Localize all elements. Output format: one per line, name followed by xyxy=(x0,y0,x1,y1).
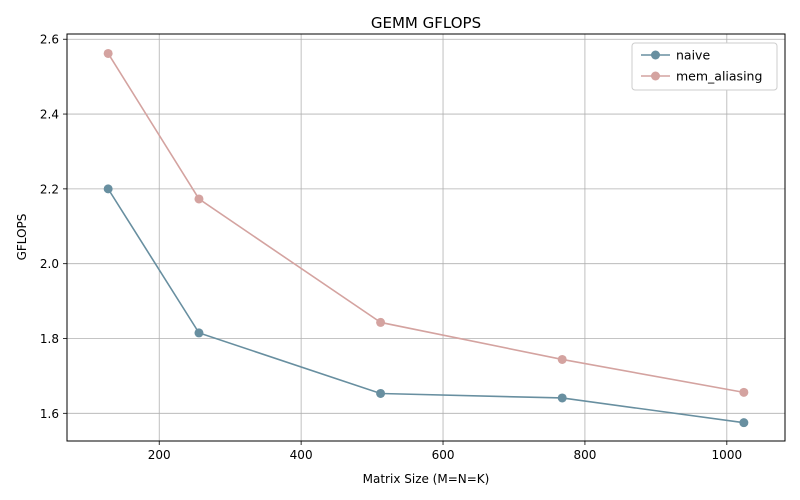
data-point-naive xyxy=(103,184,113,194)
y-axis-label: GFLOPS xyxy=(15,214,29,261)
y-tick-label: 2.6 xyxy=(40,33,59,47)
x-tick-label: 600 xyxy=(432,448,455,462)
data-point-naive xyxy=(739,418,749,428)
legend: naive mem_aliasing xyxy=(631,42,778,91)
y-tick-label: 2.4 xyxy=(40,108,59,122)
data-point-mem-aliasing xyxy=(376,317,386,327)
x-tick-label: 800 xyxy=(573,448,596,462)
y-tick-label: 2.0 xyxy=(40,257,59,271)
chart-title: GEMM GFLOPS xyxy=(371,14,481,32)
series-layer xyxy=(103,48,749,428)
x-axis-label: Matrix Size (M=N=K) xyxy=(363,472,490,486)
data-point-mem-aliasing xyxy=(739,387,749,397)
axis-ticks: 200 400 600 800 1000 1.6 1.8 2.0 2.2 2.4 2.6 xyxy=(40,33,742,462)
data-point-naive xyxy=(194,328,204,338)
legend-swatch-naive-marker xyxy=(651,50,660,60)
plot-frame xyxy=(66,33,786,442)
data-point-mem-aliasing xyxy=(194,194,204,204)
data-point-naive xyxy=(376,388,386,398)
x-tick-label: 400 xyxy=(290,448,313,462)
legend-swatch-mem-aliasing-marker xyxy=(651,71,660,81)
data-point-naive xyxy=(557,393,567,403)
y-tick-label: 2.2 xyxy=(40,182,59,196)
legend-label-naive: naive xyxy=(676,48,710,63)
legend-label-mem-aliasing: mem_aliasing xyxy=(676,69,762,84)
x-tick-label: 1000 xyxy=(712,448,743,462)
data-point-mem-aliasing xyxy=(103,48,113,58)
data-point-mem-aliasing xyxy=(557,354,567,364)
y-tick-label: 1.8 xyxy=(40,332,59,346)
x-tick-label: 200 xyxy=(148,448,171,462)
y-tick-label: 1.6 xyxy=(40,407,59,421)
grid-lines xyxy=(67,34,785,441)
